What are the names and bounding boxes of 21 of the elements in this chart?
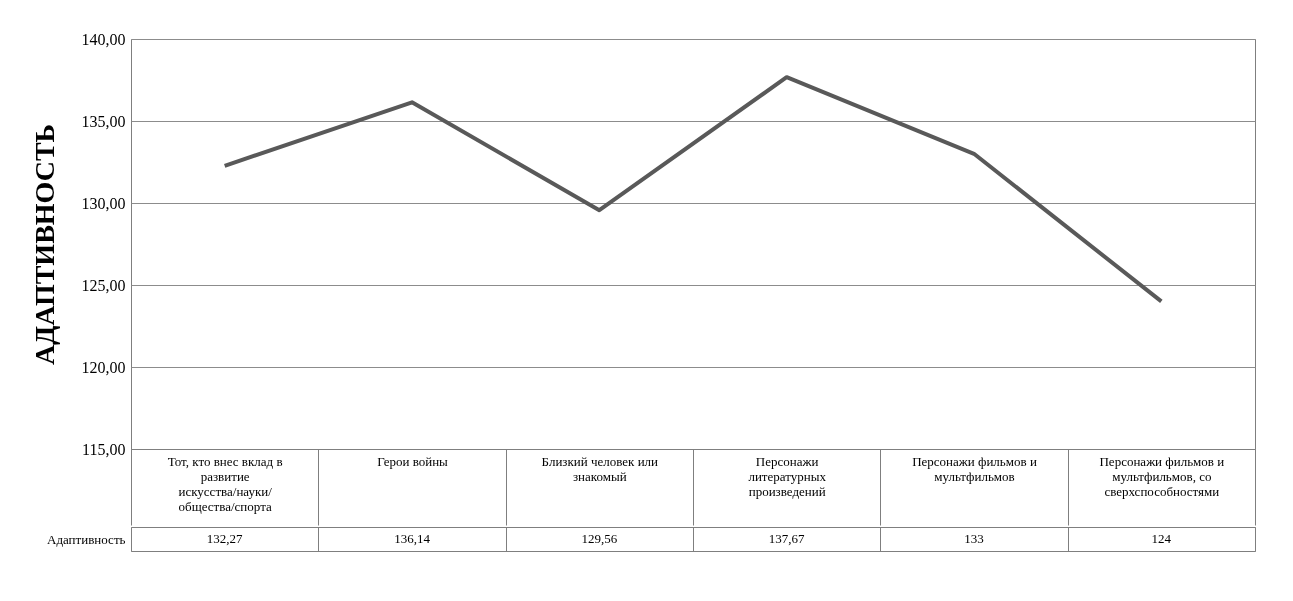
y-tick-label: 120,00 (81, 358, 126, 376)
text: Адаптивность (47, 531, 126, 547)
data-label: 136,14 (394, 531, 431, 546)
x-tick-label: Тот, кто внес вклад в развитие искусства/науки/ общества/спорта (167, 453, 283, 514)
x-tick-label: Герои войны (377, 453, 449, 469)
data-label: 132,27 (206, 531, 244, 546)
y-tick-label: 125,00 (81, 276, 126, 294)
y-tick-label: 135,00 (81, 112, 126, 130)
x-tick-label: Близкий человек или знакомый (541, 453, 659, 484)
x-tick-label: Персонажи фильмов и мультфильмов, со сверхспособностями (1099, 453, 1225, 499)
x-tick-label: Персонажи литературных произведений (748, 453, 827, 499)
y-tick-label: 115,00 (82, 440, 126, 458)
x-tick-label: Персонажи фильмов и мультфильмов (912, 453, 1037, 484)
y-tick-label: 140,00 (81, 30, 126, 48)
y-axis-title: АДАПТИВНОСТЬ (28, 123, 60, 366)
y-tick-label: 130,00 (81, 194, 126, 212)
data-label: 137,67 (768, 531, 806, 546)
data-label: 133 (964, 531, 984, 546)
line-series (222, 75, 1164, 304)
data-label: 129,56 (581, 531, 618, 546)
data-label: 124 (1151, 531, 1172, 546)
